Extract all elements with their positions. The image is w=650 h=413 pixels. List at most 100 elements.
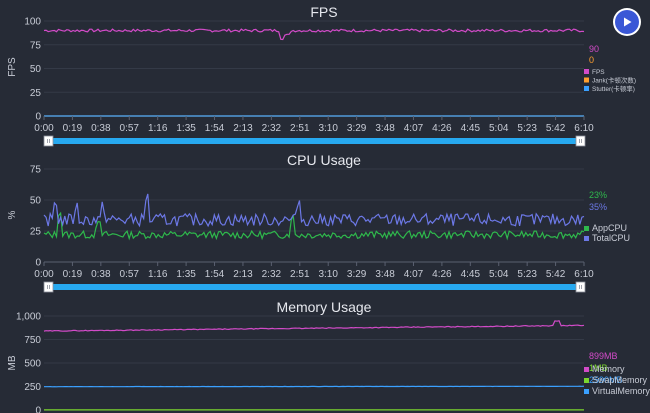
y-tick-label: 100 bbox=[24, 17, 41, 28]
legend-swatch bbox=[584, 378, 589, 383]
x-tick-label: 5:42 bbox=[546, 123, 566, 134]
memory-legend: 899MB 1MB 2590MBMemorySwapMemoryVirtualMem… bbox=[584, 351, 650, 396]
play-icon bbox=[624, 17, 632, 27]
legend-label: AppCPU bbox=[592, 223, 627, 233]
x-tick-label: 1:54 bbox=[205, 269, 225, 280]
scrollbar-handle[interactable] bbox=[43, 281, 54, 293]
memory-chart: Memory Usage MB 1,000 750 500 250 0 899MB 1MB… bbox=[7, 299, 650, 413]
y-tick-label: 750 bbox=[24, 335, 41, 346]
x-tick-label: 0:38 bbox=[91, 269, 111, 280]
x-tick-label: 2:32 bbox=[262, 123, 282, 134]
scrollbar-handle[interactable] bbox=[575, 281, 586, 293]
y-tick-label: 50 bbox=[30, 196, 42, 207]
cpu-x-ticks: 0:00 0:19 0:38 0:57 1:16 1:35 1:54 2:13 2:32 2:51… bbox=[34, 262, 594, 280]
legend-label: SwapMemory bbox=[592, 375, 648, 385]
x-tick-label: 5:23 bbox=[517, 123, 537, 134]
legend-value: 2590MB bbox=[589, 375, 623, 385]
y-tick-label: 25 bbox=[30, 227, 42, 238]
fps-x-ticks: 0:00 0:19 0:38 0:57 1:16 1:35 1:54 2:13 2:32 2:51… bbox=[34, 116, 594, 134]
legend-value: 90 bbox=[589, 44, 599, 54]
cpu-chart: CPU Usage % 75 50 25 0 0:00 0:19 0:38 0:57 1:16… bbox=[7, 152, 630, 293]
x-tick-label: 5:42 bbox=[546, 269, 566, 280]
x-tick-label: 5:04 bbox=[489, 269, 509, 280]
play-button[interactable] bbox=[613, 8, 641, 36]
y-tick-label: 75 bbox=[30, 40, 42, 51]
cpu-title: CPU Usage bbox=[287, 152, 361, 168]
legend-swatch bbox=[584, 69, 589, 74]
y-tick-label: 500 bbox=[24, 359, 41, 370]
y-tick-label: 50 bbox=[30, 64, 42, 75]
y-tick-label: 25 bbox=[30, 88, 42, 99]
cpu-ylabel: % bbox=[7, 210, 18, 219]
y-tick-label: 250 bbox=[24, 382, 41, 393]
y-tick-label: 75 bbox=[30, 165, 42, 176]
x-tick-label: 5:04 bbox=[489, 123, 509, 134]
legend-label: VirtualMemory bbox=[592, 386, 650, 396]
x-tick-label: 3:29 bbox=[347, 269, 367, 280]
x-tick-label: 3:48 bbox=[375, 269, 395, 280]
legend-swatch bbox=[584, 367, 589, 372]
legend-swatch bbox=[584, 226, 589, 231]
legend-swatch bbox=[584, 86, 589, 91]
memory-title: Memory Usage bbox=[277, 299, 372, 315]
cpu-grid bbox=[44, 168, 584, 263]
legend-label: Memory bbox=[592, 364, 625, 374]
x-tick-label: 4:07 bbox=[404, 269, 424, 280]
scrollbar-handle[interactable] bbox=[575, 135, 586, 147]
legend-label: Stutter(卡顿率) bbox=[592, 84, 635, 93]
scrollbar-track[interactable] bbox=[48, 138, 580, 144]
fps-time-scrollbar[interactable] bbox=[43, 135, 586, 147]
x-tick-label: 0:57 bbox=[120, 123, 140, 134]
legend-value: 23% bbox=[589, 190, 607, 200]
x-tick-label: 1:35 bbox=[176, 269, 196, 280]
fps-grid bbox=[44, 20, 584, 117]
x-tick-label: 3:10 bbox=[318, 123, 338, 134]
x-tick-label: 5:23 bbox=[517, 269, 537, 280]
x-tick-label: 4:45 bbox=[461, 123, 481, 134]
scrollbar-track[interactable] bbox=[48, 284, 580, 290]
legend-value: 0 bbox=[589, 55, 594, 65]
legend-label: FPS bbox=[592, 69, 605, 76]
x-tick-label: 2:13 bbox=[233, 123, 253, 134]
x-tick-label: 4:26 bbox=[432, 123, 452, 134]
x-tick-label: 4:26 bbox=[432, 269, 452, 280]
legend-swatch bbox=[584, 77, 589, 83]
y-tick-label: 0 bbox=[35, 112, 41, 123]
memory-series bbox=[43, 320, 585, 411]
x-tick-label: 0:19 bbox=[63, 269, 83, 280]
y-tick-label: 0 bbox=[35, 258, 41, 269]
legend-value: 899MB bbox=[589, 351, 618, 361]
scrollbar-handle[interactable] bbox=[43, 135, 54, 147]
x-tick-label: 0:00 bbox=[34, 269, 54, 280]
cpu-time-scrollbar[interactable] bbox=[43, 281, 586, 293]
x-tick-label: 2:51 bbox=[290, 269, 310, 280]
x-tick-label: 2:51 bbox=[290, 123, 310, 134]
memory-y-ticks: 1,000 750 500 250 0 bbox=[16, 312, 41, 413]
x-tick-label: 1:16 bbox=[148, 269, 168, 280]
x-tick-label: 4:07 bbox=[404, 123, 424, 134]
x-tick-label: 0:00 bbox=[34, 123, 54, 134]
series-line-2 bbox=[44, 385, 585, 388]
x-tick-label: 3:10 bbox=[318, 269, 338, 280]
fps-y-ticks: 100 75 50 25 0 bbox=[24, 17, 41, 123]
x-tick-label: 1:35 bbox=[176, 123, 196, 134]
legend-label: TotalCPU bbox=[592, 233, 630, 243]
fps-chart: FPS FPS 100 75 50 25 0 0:00 0:19 0:38 0:57 1:16 1… bbox=[7, 4, 636, 147]
legend-value: 1MB bbox=[589, 363, 608, 373]
series-line-1 bbox=[43, 193, 585, 228]
series-line-0 bbox=[43, 211, 585, 241]
x-tick-label: 1:16 bbox=[148, 123, 168, 134]
x-tick-label: 0:19 bbox=[63, 123, 83, 134]
legend-swatch bbox=[584, 389, 589, 394]
y-tick-label: 1,000 bbox=[16, 312, 41, 323]
x-tick-label: 3:29 bbox=[347, 123, 367, 134]
x-tick-label: 6:10 bbox=[574, 123, 594, 134]
fps-title: FPS bbox=[310, 4, 337, 20]
x-tick-label: 4:45 bbox=[461, 269, 481, 280]
x-tick-label: 0:38 bbox=[91, 123, 111, 134]
x-tick-label: 2:32 bbox=[262, 269, 282, 280]
x-tick-label: 1:54 bbox=[205, 123, 225, 134]
legend-label: Jank(卡顿次数) bbox=[592, 76, 636, 85]
